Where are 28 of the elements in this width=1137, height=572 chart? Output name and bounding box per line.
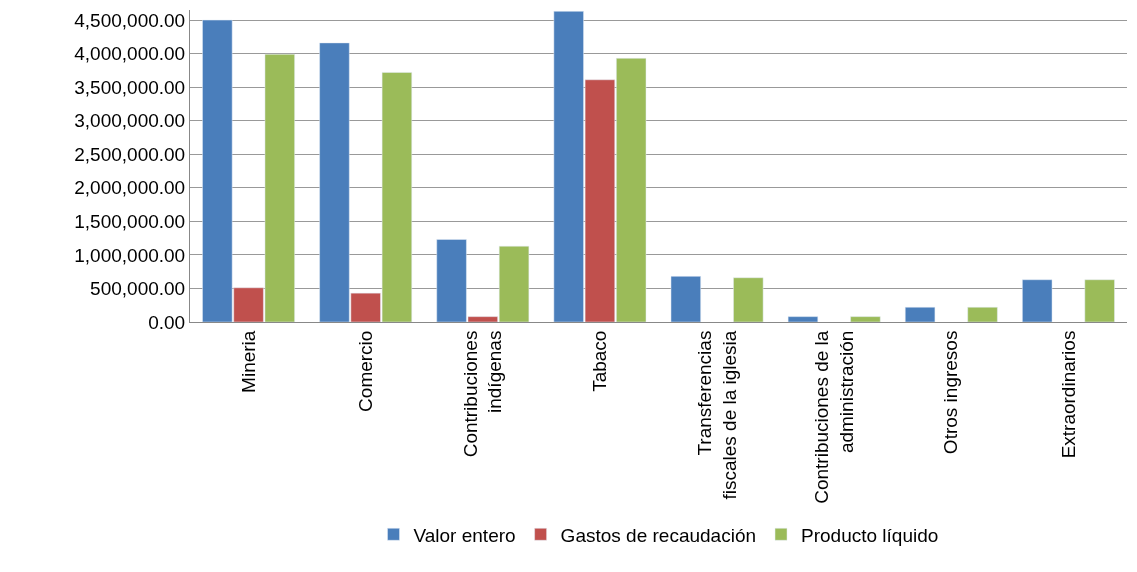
legend-label: Producto líquido (801, 524, 939, 546)
bar (1022, 279, 1053, 322)
y-tick-label: 2,000,000.00 (74, 177, 186, 199)
x-tick-label: Extraordinarios (1057, 330, 1079, 459)
bar (850, 316, 881, 322)
x-tick-label: Mineria (237, 330, 259, 393)
x-tick-label: Otros ingresos (940, 330, 962, 455)
y-tick-label: 1,000,000.00 (74, 244, 186, 266)
bar (1084, 279, 1115, 322)
y-tick-label: 4,500,000.00 (74, 9, 186, 31)
y-tick-label: 0.00 (148, 311, 186, 333)
x-tick-label: Comercio (354, 330, 376, 412)
bar (967, 306, 998, 322)
legend-label: Gastos de recaudación (560, 524, 757, 546)
x-tick-label: Contribuciones indígenas (459, 330, 506, 458)
legend-label: Valor entero (413, 524, 516, 546)
y-tick-label: 1,500,000.00 (74, 211, 186, 232)
x-tick-label: Tabaco (589, 330, 611, 392)
y-tick-label: 500,000.00 (90, 278, 186, 300)
y-tick-label: 3,500,000.00 (74, 76, 186, 98)
bar (904, 306, 936, 322)
y-tick-label: 4,000,000.00 (74, 43, 186, 65)
bar (733, 277, 764, 322)
bar (787, 316, 819, 322)
y-tick-label: 3,000,000.00 (74, 110, 186, 132)
x-tick-label: Transferencias fiscales de la iglesia (693, 330, 740, 500)
y-tick-label: 2,500,000.00 (74, 143, 186, 165)
bar (670, 276, 701, 322)
